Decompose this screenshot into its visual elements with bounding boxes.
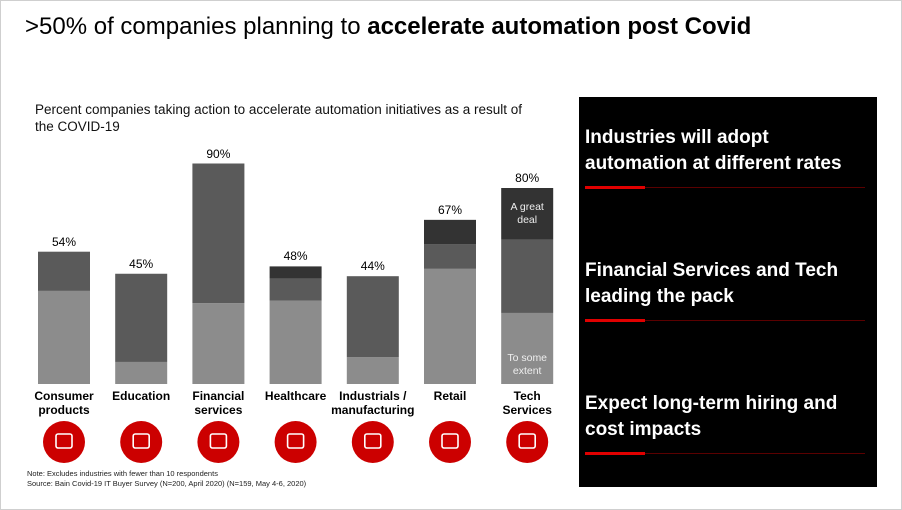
bar-segment [269,266,322,279]
category-label: Retail [433,389,467,403]
bar-segment [424,268,476,384]
bar-segment [346,357,399,384]
category-icon [274,421,317,463]
total-label: 44% [360,259,385,274]
bar-segment [424,244,476,269]
category-icon [506,421,549,463]
category-icon [43,421,85,463]
bar-segment [38,290,90,384]
total-label: 90% [206,146,231,161]
icon-glyph [441,433,459,449]
title-bold: accelerate automation post Covid [367,13,752,40]
bar-segment [424,219,476,245]
red-accent [585,319,645,322]
bar-segment [269,278,322,301]
category-icon [429,421,471,463]
bar-segment [501,239,554,313]
title-text: >50% of companies planning to [25,13,368,40]
category-icon [120,421,163,463]
takeaway-text: Expect long-term hiring and cost impacts [585,393,838,440]
takeaways-panel: Industries will adopt automation at diff… [579,97,877,487]
bar-segment [115,273,168,362]
red-accent [585,186,645,189]
red-underline [585,453,865,454]
bar-segment [501,188,554,240]
icon-glyph [55,433,73,449]
total-label: 48% [283,249,308,264]
category-label: Tech Services [502,389,552,417]
total-label: 45% [129,256,154,271]
icon-glyph [363,433,382,449]
icon-glyph [132,433,150,449]
red-accent [585,452,645,455]
category-label: Healthcare [264,389,327,403]
icon-glyph [286,433,305,449]
takeaway-text: Industries will adopt automation at diff… [585,127,842,174]
category-label: Industrials / manufacturing [331,389,415,417]
total-label: 80% [515,171,540,185]
red-underline [585,187,865,188]
category-label: Financial services [192,389,245,417]
source: Source: Bain Covid-19 IT Buyer Survey (N… [27,479,307,488]
category-label: Consumer products [34,389,94,417]
segment-label: To some extent [507,352,548,377]
icon-glyph [209,433,228,449]
bar-segment [115,361,168,384]
bar-segment [38,251,90,291]
bar-segment [346,276,399,358]
bar-segment [192,303,245,384]
segment-label: A great deal [510,200,544,226]
bar-segment [501,312,554,384]
takeaway-text: Financial Services and Tech leading the … [585,260,839,307]
bar-segment [269,300,322,384]
total-label: 67% [437,202,463,217]
category-icon [351,421,394,463]
total-label: 54% [51,234,77,249]
category-icon [197,421,240,463]
chart [38,163,554,463]
red-underline [585,320,865,321]
bar-segment [192,163,245,304]
note: Note: Excludes industries with fewer tha… [27,469,218,478]
icon-glyph [518,433,537,449]
chart-subtitle: Percent companies taking action to accel… [35,102,523,134]
slide-title: >50% of companies planning to accelerate… [25,13,751,41]
category-label: Education [112,389,171,403]
